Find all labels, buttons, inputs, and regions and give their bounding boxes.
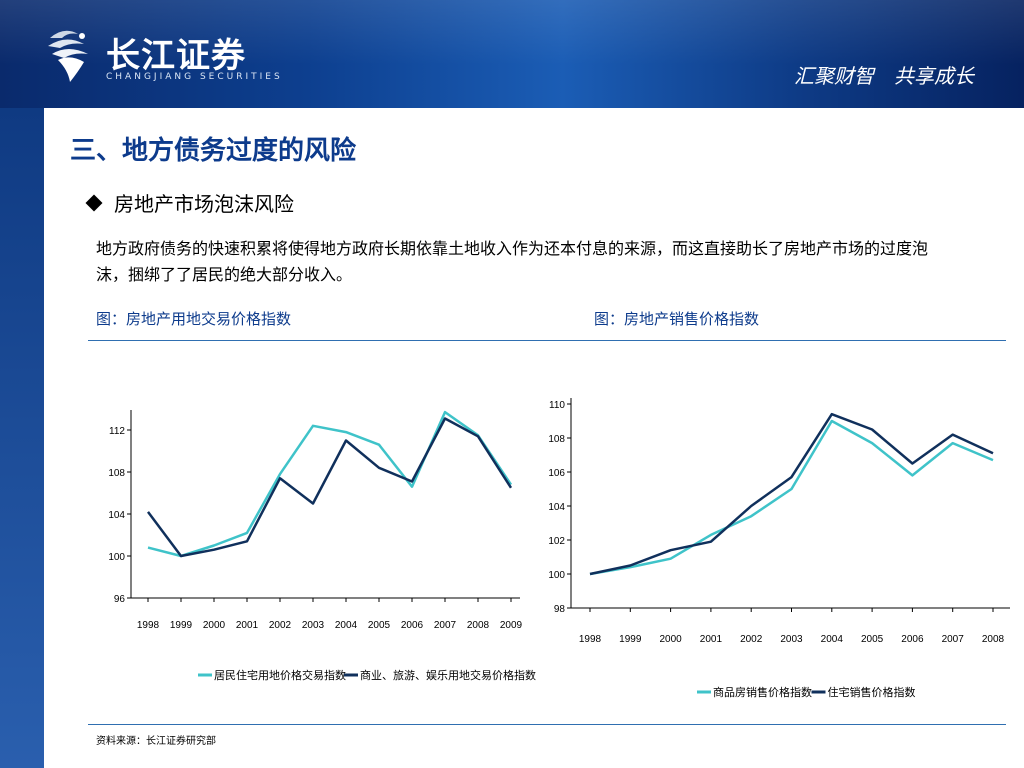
- x-tick-label: 2007: [434, 620, 457, 631]
- legend-label-2: 住宅销售价格指数: [828, 685, 916, 699]
- y-tick-label: 106: [548, 468, 565, 479]
- dragon-emblem-icon: [48, 30, 88, 82]
- y-tick-label: 104: [108, 510, 125, 521]
- brand-name-cn: 长江证券: [106, 36, 246, 76]
- legend-label-1: 居民住宅用地价格交易指数: [214, 668, 346, 682]
- x-tick-label: 2001: [700, 634, 723, 645]
- legend-label-1: 商品房销售价格指数: [713, 685, 812, 699]
- x-tick-label: 2004: [335, 620, 358, 631]
- x-tick-label: 2005: [368, 620, 391, 631]
- y-tick-label: 100: [108, 552, 125, 563]
- series-line-1: [589, 419, 994, 576]
- x-tick-label: 2001: [236, 620, 259, 631]
- x-tick-label: 1998: [137, 620, 160, 631]
- brand-name-en: CHANGJIANG SECURITIES: [106, 72, 283, 82]
- brand-logo: 长江证券 CHANGJIANG SECURITIES: [44, 24, 284, 90]
- y-tick-label: 112: [109, 426, 125, 437]
- y-tick-label: 102: [548, 536, 565, 547]
- x-tick-label: 2006: [401, 620, 424, 631]
- y-tick-label: 100: [548, 570, 565, 581]
- left-accent-bar: [0, 108, 44, 768]
- bottom-divider: [88, 724, 1006, 725]
- x-tick-label: 2005: [861, 634, 884, 645]
- x-tick-label: 2003: [302, 620, 325, 631]
- legend-label-2: 商业、旅游、娱乐用地交易价格指数: [360, 668, 536, 682]
- x-tick-label: 1998: [579, 634, 602, 645]
- series-line-1: [147, 410, 513, 558]
- body-paragraph: 地方政府债务的快速积累将使得地方政府长期依靠土地收入作为还本付息的来源，而这直接…: [96, 239, 929, 284]
- source-note: 资料来源：长江证券研究部: [96, 736, 216, 747]
- x-tick-label: 2008: [982, 634, 1005, 645]
- x-tick-label: 2008: [467, 620, 490, 631]
- slide-title: 三、地方债务过度的风险: [70, 136, 357, 166]
- y-tick-label: 98: [554, 604, 566, 615]
- x-tick-label: 2006: [901, 634, 924, 645]
- x-tick-label: 2007: [942, 634, 965, 645]
- x-tick-label: 1999: [619, 634, 642, 645]
- top-divider: [88, 340, 1006, 341]
- x-tick-label: 1999: [170, 620, 193, 631]
- slide-subtitle: 房地产市场泡沫风险: [85, 188, 294, 217]
- y-tick-label: 110: [549, 400, 565, 411]
- series-line-2: [589, 412, 994, 576]
- y-tick-label: 96: [114, 594, 126, 605]
- x-tick-label: 2004: [821, 634, 844, 645]
- x-tick-label: 2002: [740, 634, 763, 645]
- slogan: 汇聚财智 共享成长: [794, 64, 974, 88]
- x-tick-label: 2003: [780, 634, 803, 645]
- y-tick-label: 104: [548, 502, 565, 513]
- header-banner: 长江证券 CHANGJIANG SECURITIES 汇聚财智 共享成长: [0, 0, 1024, 108]
- y-tick-label: 108: [548, 434, 565, 445]
- figure-1-label: 图：房地产用地交易价格指数: [96, 310, 292, 328]
- figure-2-label: 图：房地产销售价格指数: [594, 310, 760, 328]
- x-tick-label: 2009: [500, 620, 523, 631]
- x-tick-label: 2002: [269, 620, 292, 631]
- series-line-2: [146, 417, 513, 558]
- y-tick-label: 108: [108, 468, 125, 479]
- x-tick-label: 2000: [203, 620, 226, 631]
- subtitle-text: 房地产市场泡沫风险: [114, 192, 294, 216]
- x-tick-label: 2000: [659, 634, 682, 645]
- header-shine: [0, 0, 1024, 108]
